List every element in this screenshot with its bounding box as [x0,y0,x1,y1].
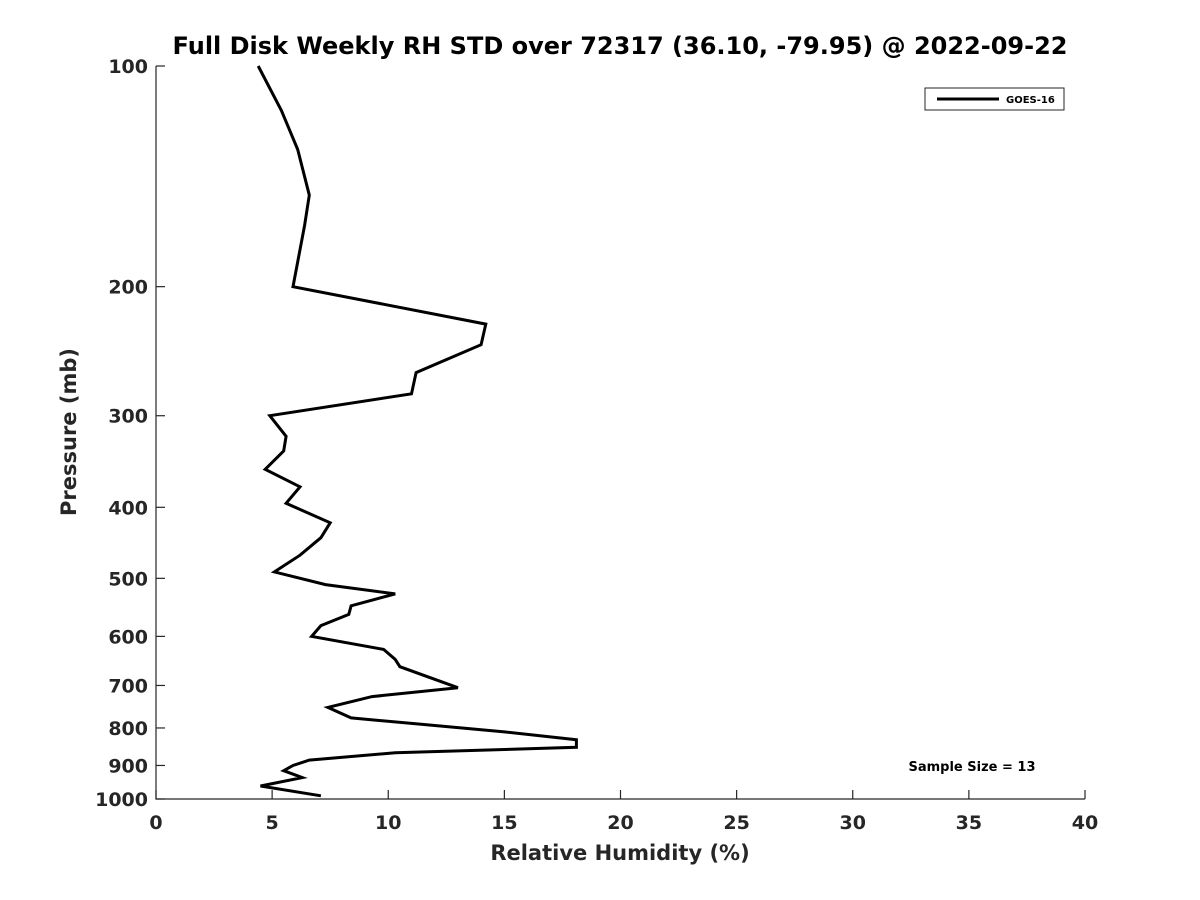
chart-title: Full Disk Weekly RH STD over 72317 (36.1… [173,32,1068,60]
x-axis-ticks: 0 5 10 15 20 25 30 35 40 [149,790,1098,834]
x-tick-label: 30 [840,812,866,834]
y-tick-label: 200 [108,277,148,299]
sample-size-annotation: Sample Size = 13 [908,760,1035,775]
y-tick-label: 300 [108,406,148,428]
y-tick-label: 500 [108,568,148,590]
x-tick-label: 20 [607,812,633,834]
x-tick-label: 0 [149,812,162,834]
x-tick-label: 35 [956,812,982,834]
series-line-goes-16 [256,65,578,798]
x-tick-label: 5 [266,812,279,834]
x-tick-label: 25 [723,812,749,834]
y-tick-label: 900 [108,755,148,777]
legend: GOES-16 [924,87,1065,111]
y-tick-label: 600 [108,626,148,648]
y-tick-label: 800 [108,718,148,740]
y-tick-label: 100 [108,56,148,78]
y-tick-label: 1000 [95,789,148,811]
legend-label: GOES-16 [1006,95,1055,106]
y-axis-label: Pressure (mb) [57,348,81,516]
x-tick-label: 15 [491,812,517,834]
y-axis-ticks: 100 200 300 400 500 600 700 800 900 1000 [95,56,165,811]
x-axis-label: Relative Humidity (%) [490,841,749,865]
y-tick-label: 400 [108,497,148,519]
x-tick-label: 40 [1072,812,1098,834]
series-group [256,65,578,798]
y-tick-label: 700 [108,675,148,697]
x-tick-label: 10 [375,812,401,834]
plot-area: 0 5 10 15 20 25 30 35 40 100 200 300 400 500 600 700 80… [95,56,1098,834]
